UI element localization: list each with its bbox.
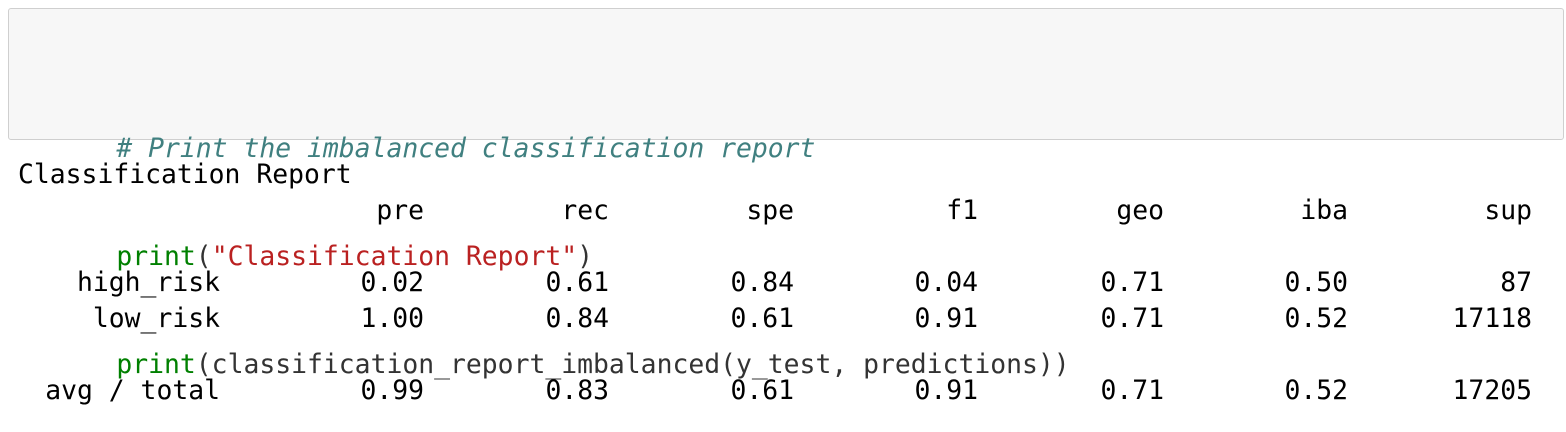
code-builtin-print: print bbox=[116, 349, 196, 380]
total-cell: 0.71 bbox=[1100, 375, 1164, 406]
total-cell: 0.83 bbox=[545, 375, 609, 406]
code-string: "Classification Report" bbox=[211, 241, 578, 272]
table-cell: 0.84 bbox=[730, 267, 794, 298]
table-cell: 0.04 bbox=[914, 267, 978, 298]
table-cell: 1.00 bbox=[360, 303, 424, 334]
code-line-3: print(classification_report_imbalanced(y… bbox=[21, 311, 1069, 380]
column-header: pre bbox=[376, 195, 424, 226]
total-cell: 17205 bbox=[1452, 375, 1532, 406]
code-line-1: # Print the imbalanced classification re… bbox=[21, 95, 1070, 164]
code-paren: ( bbox=[195, 241, 212, 272]
column-header: iba bbox=[1300, 195, 1348, 226]
row-label: high_risk bbox=[77, 267, 220, 298]
column-header: sup bbox=[1484, 195, 1532, 226]
column-header: rec bbox=[561, 195, 609, 226]
table-cell: 0.50 bbox=[1284, 267, 1348, 298]
total-cell: 0.91 bbox=[914, 375, 978, 406]
total-row-label: avg / total bbox=[45, 375, 220, 406]
code-editor[interactable]: # Print the imbalanced classification re… bbox=[21, 23, 1070, 419]
code-comment: # Print the imbalanced classification re… bbox=[116, 133, 816, 164]
table-cell: 0.52 bbox=[1284, 303, 1348, 334]
table-cell: 17118 bbox=[1452, 303, 1532, 334]
code-paren: ) bbox=[577, 241, 594, 272]
column-header: f1 bbox=[946, 195, 978, 226]
column-header: geo bbox=[1116, 195, 1164, 226]
table-cell: 0.61 bbox=[545, 267, 609, 298]
table-cell: 0.02 bbox=[360, 267, 424, 298]
output-title: Classification Report bbox=[18, 159, 352, 190]
table-cell: 0.91 bbox=[914, 303, 978, 334]
table-cell: 0.61 bbox=[730, 303, 794, 334]
total-cell: 0.52 bbox=[1284, 375, 1348, 406]
classification-report-table: pre rec spe f1 geo iba sup high_risk 0.02 0.61 0.8… bbox=[18, 155, 1548, 425]
code-call: (classification_report_imbalanced(y_test… bbox=[195, 349, 1070, 380]
code-line-2: print("Classification Report") bbox=[21, 203, 1070, 272]
code-output-cell: Classification Report pre rec spe f1 geo iba s… bbox=[18, 155, 1548, 425]
table-cell: 0.71 bbox=[1100, 267, 1164, 298]
total-cell: 0.61 bbox=[730, 375, 794, 406]
total-cell: 0.99 bbox=[360, 375, 424, 406]
table-cell: 0.84 bbox=[545, 303, 609, 334]
code-builtin-print: print bbox=[116, 241, 196, 272]
table-cell: 0.71 bbox=[1100, 303, 1164, 334]
code-input-cell[interactable]: # Print the imbalanced classification re… bbox=[8, 8, 1564, 380]
column-header: spe bbox=[746, 195, 794, 226]
row-label: low_risk bbox=[92, 303, 220, 334]
table-cell: 87 bbox=[1500, 267, 1532, 298]
